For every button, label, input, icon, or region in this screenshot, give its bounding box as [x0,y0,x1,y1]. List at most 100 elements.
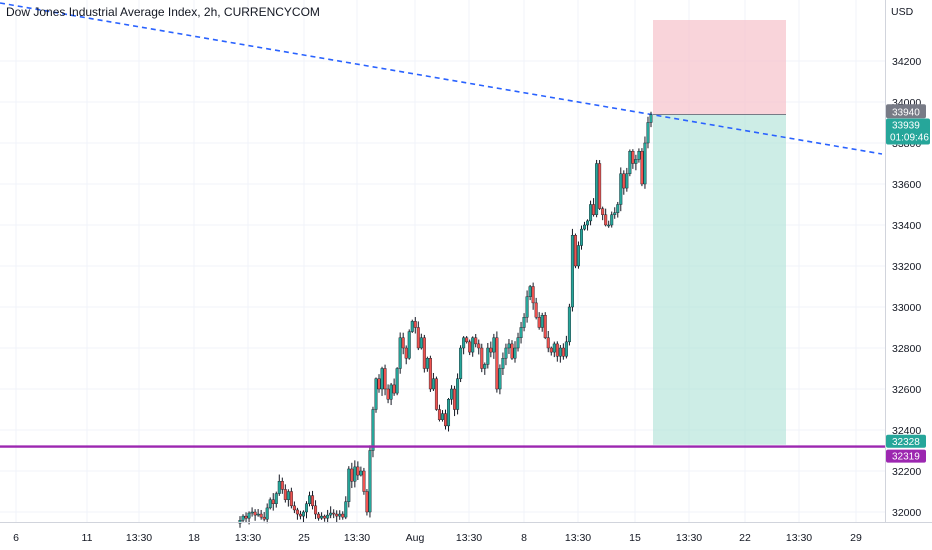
candle-body [477,343,481,349]
candle-body [247,512,251,519]
candle-body [304,503,308,513]
candle-body [410,321,414,332]
candle-body [365,491,369,513]
candle-body [262,516,266,520]
time-tick-label: 13:30 [126,532,152,544]
candle-body [510,343,514,359]
candle-body [610,214,614,226]
candle-body [383,368,387,390]
candle-body [362,470,366,492]
candle-body [549,347,553,353]
support-price-tag: 32319 [886,449,926,463]
candle-body [419,337,423,349]
candle-body [250,511,254,514]
candle-body [628,150,632,174]
time-tick-label: 13:30 [235,532,261,544]
take-profit-zone[interactable] [653,114,786,445]
candle-body [589,204,593,222]
candle-body [447,399,451,427]
candle-body [649,114,653,123]
candle-body [380,368,384,390]
candle-body [271,499,275,505]
candle-body [401,337,405,349]
candle-body [504,347,508,359]
chart-title: Dow Jones Industrial Average Index, 2h, … [6,5,320,19]
candle-body [413,321,417,328]
candle-body [289,491,293,507]
candle-body [292,505,296,511]
candle-body [444,413,448,427]
candle-body [253,511,257,516]
candle-body [558,347,562,357]
candle-body [456,378,460,410]
candle-body [395,368,399,394]
candle-body [498,368,502,390]
candle-body [350,468,354,482]
candle-body [440,413,444,420]
candle-body [601,208,605,215]
svg-text:33939: 33939 [892,121,920,132]
price-tick-label: 32400 [892,425,921,437]
candle-body [298,513,302,517]
candle-body [483,364,487,369]
candle-body [377,378,381,390]
price-tick-label: 32200 [892,466,921,478]
candle-body [277,481,281,494]
time-tick-label: 15 [629,532,641,544]
candle-body [607,224,611,227]
candle-body [507,343,511,349]
time-tick-label: 13:30 [676,532,702,544]
time-tick-label: Aug [406,532,425,544]
candle-body [625,173,629,189]
candle-body [561,347,565,357]
candle-body [570,235,574,308]
candle-body [501,358,505,369]
candle-body [489,347,493,353]
svg-text:33940: 33940 [892,107,920,118]
candle-body [543,315,547,338]
svg-text:01:09:46: 01:09:46 [890,133,929,144]
candle-body [283,489,287,500]
price-tick-label: 32000 [892,507,921,519]
price-tick-label: 33200 [892,261,921,273]
candle-body [573,235,577,267]
candle-body [528,286,532,297]
candle-body [462,337,466,349]
candle-body [546,337,550,349]
candle-body [598,163,602,209]
candle-body [631,150,635,164]
candle-body [256,513,260,516]
candle-body [374,378,378,410]
candle-body [317,513,321,519]
candle-body [564,341,568,357]
candle-body [295,509,299,515]
candle-body [555,343,559,357]
candle-body [386,388,390,400]
candle-body [495,337,499,390]
candle-body [595,163,599,215]
candle-body [422,337,426,369]
stop-loss-zone[interactable] [653,20,786,115]
candle-body [308,495,312,505]
candle-body [323,515,327,519]
candle-body [540,315,544,328]
time-tick-label: 8 [521,532,527,544]
candle-body [392,384,396,394]
candle-body [280,481,284,490]
candle-body [534,302,538,318]
candle-body [480,347,484,369]
candle-body [265,507,269,520]
currency-label: USD [891,6,914,18]
candle-body [371,409,375,451]
candles [238,111,653,528]
candle-body [622,173,626,189]
time-tick-label: 29 [850,532,862,544]
candle-body [640,150,644,185]
time-tick-label: 25 [298,532,310,544]
candle-body [259,513,263,518]
candle-body [326,514,330,519]
candle-body [619,173,623,205]
candle-body [613,212,617,215]
candle-body [537,317,541,328]
